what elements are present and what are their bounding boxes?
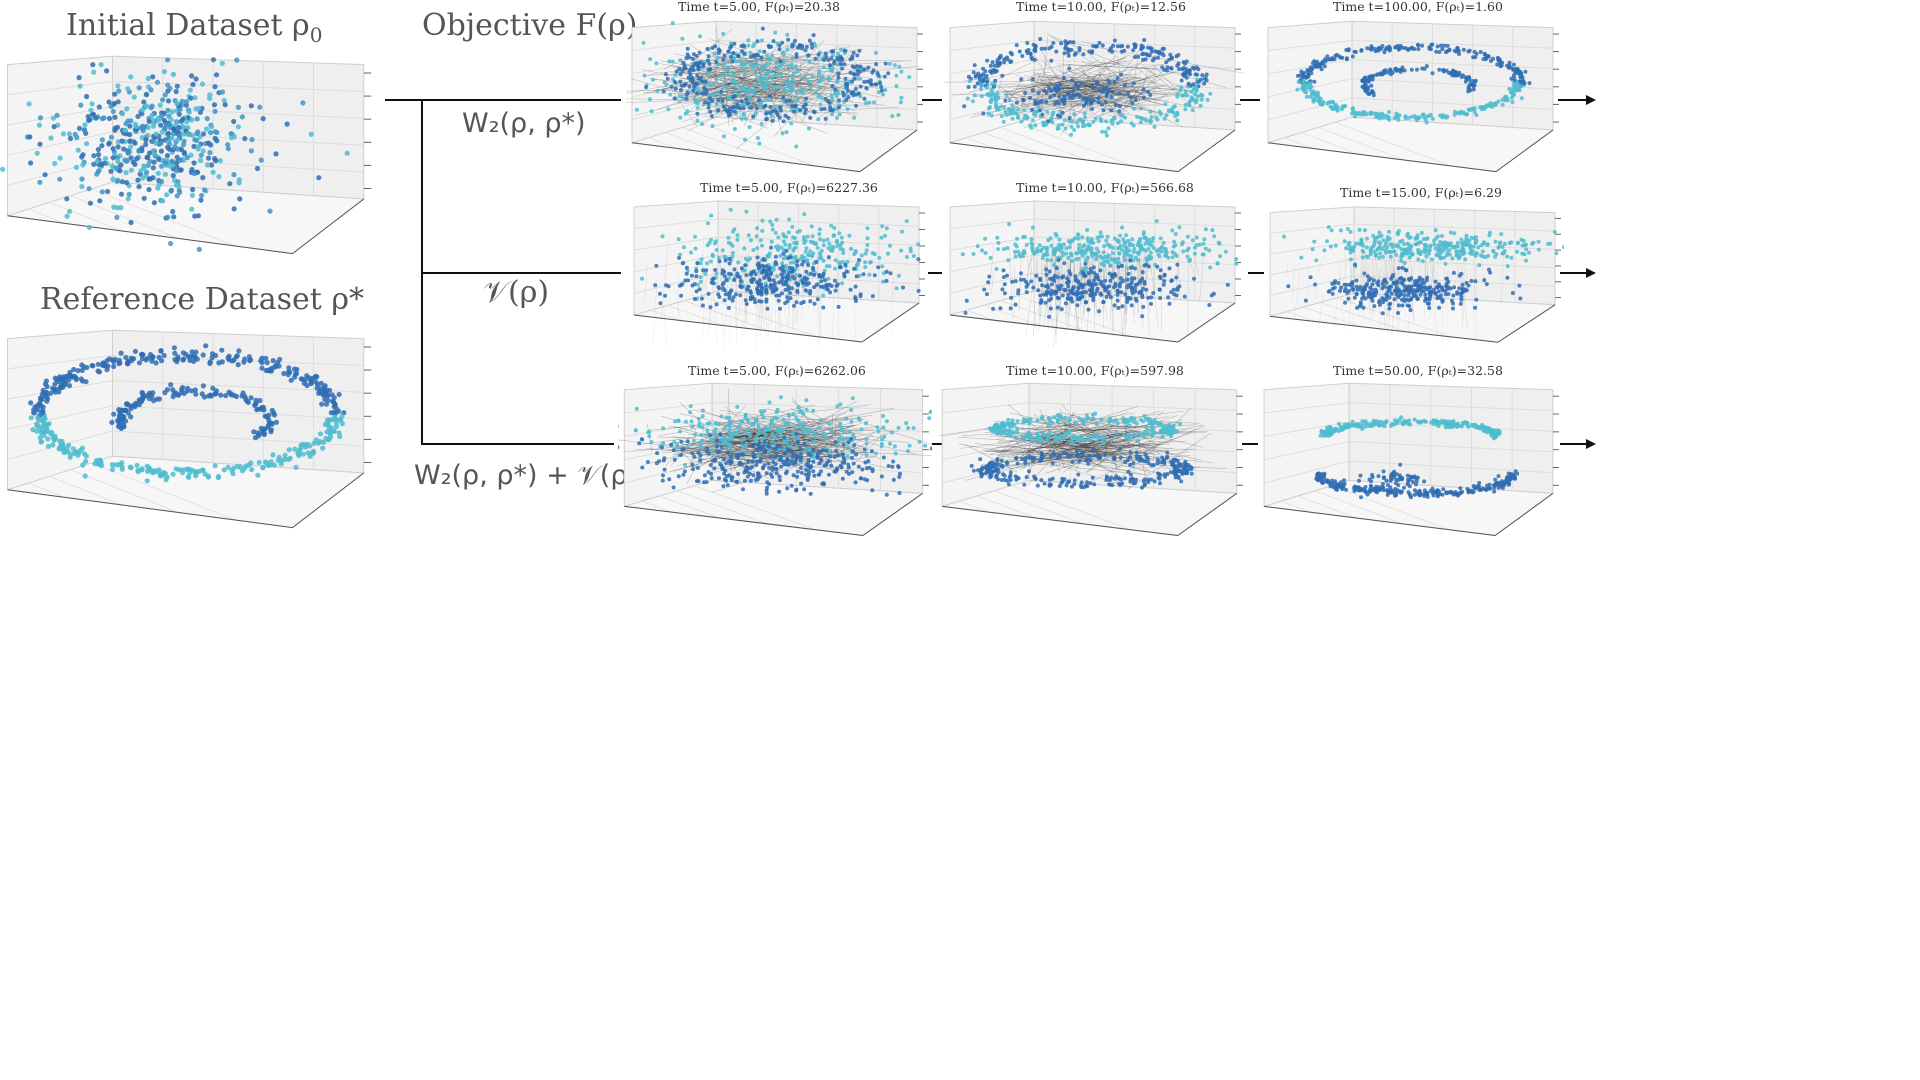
arrow-r1-head bbox=[1586, 95, 1596, 105]
scatter-points bbox=[962, 37, 1213, 138]
panel-title-r2c2: Time t=10.00, F(ρₜ)=566.68 bbox=[1016, 180, 1194, 195]
panel-title-r2c1: Time t=5.00, F(ρₜ)=6227.36 bbox=[700, 180, 878, 195]
row-label-wasserstein: W₂(ρ, ρ*) bbox=[462, 108, 586, 139]
arrow-r3-head bbox=[1586, 439, 1596, 449]
dash-r3-a bbox=[932, 443, 944, 445]
scatter-points bbox=[28, 343, 347, 484]
plot-r2c3 bbox=[1269, 206, 1564, 348]
scatter-points bbox=[0, 57, 350, 252]
scatter-points bbox=[1314, 415, 1520, 500]
scatter-points bbox=[618, 395, 932, 497]
dash-r1-a bbox=[922, 99, 942, 101]
plot-r2c1 bbox=[633, 200, 925, 348]
scatter-points bbox=[1295, 42, 1532, 125]
plot-r1c2 bbox=[944, 20, 1244, 173]
objective-label: Objective F(ρ) bbox=[422, 8, 638, 43]
dash-r3-b bbox=[1242, 443, 1258, 445]
scatter-points bbox=[1282, 225, 1564, 316]
initial-dataset-label: Initial Dataset ρ0 bbox=[66, 8, 323, 47]
arrow-r2-head bbox=[1586, 268, 1596, 278]
axes-3d bbox=[1269, 206, 1561, 343]
panel-title-r3c2: Time t=10.00, F(ρₜ)=597.98 bbox=[1006, 363, 1184, 378]
connector-top bbox=[385, 99, 621, 101]
panel-title-r3c1: Time t=5.00, F(ρₜ)=6262.06 bbox=[688, 363, 866, 378]
row-label-combined: W₂(ρ, ρ*) + 𝒱(ρ) bbox=[414, 460, 639, 491]
connector-row3 bbox=[421, 443, 614, 445]
panel-title-r2c3: Time t=15.00, F(ρₜ)=6.29 bbox=[1340, 185, 1502, 200]
panel-title-r3c3: Time t=50.00, F(ρₜ)=32.58 bbox=[1333, 363, 1503, 378]
row-label-potential: 𝒱(ρ) bbox=[483, 275, 550, 310]
connector-row2 bbox=[421, 272, 621, 274]
plot-r2c2 bbox=[949, 200, 1241, 348]
dash-r2-b bbox=[1248, 272, 1264, 274]
arrow-r2-shaft bbox=[1560, 272, 1588, 274]
dash-r1-b bbox=[1240, 99, 1260, 101]
reference-dataset-label: Reference Dataset ρ* bbox=[40, 282, 364, 317]
panel-title-r1c1: Time t=5.00, F(ρₜ)=20.38 bbox=[678, 0, 840, 14]
plot-initial-dataset bbox=[0, 55, 372, 255]
plot-reference-dataset bbox=[7, 329, 372, 529]
axes-3d bbox=[1263, 382, 1559, 537]
connector-vertical bbox=[421, 99, 423, 444]
scatter-points bbox=[969, 411, 1194, 490]
axes-3d bbox=[7, 329, 372, 529]
arrow-r1-shaft bbox=[1558, 99, 1588, 101]
plot-r3c3 bbox=[1263, 382, 1559, 537]
plot-r1c1 bbox=[626, 20, 923, 173]
panel-title-r1c3: Time t=100.00, F(ρₜ)=1.60 bbox=[1333, 0, 1503, 14]
scatter-points bbox=[640, 207, 921, 311]
plot-r3c1 bbox=[618, 382, 932, 537]
plot-r3c2 bbox=[938, 382, 1243, 537]
panel-title-r1c2: Time t=10.00, F(ρₜ)=12.56 bbox=[1016, 0, 1186, 14]
dash-r2-a bbox=[928, 272, 942, 274]
scatter-points bbox=[634, 21, 912, 149]
plot-r1c3 bbox=[1267, 20, 1559, 173]
scatter-points bbox=[960, 219, 1239, 319]
arrow-r3-shaft bbox=[1560, 443, 1588, 445]
